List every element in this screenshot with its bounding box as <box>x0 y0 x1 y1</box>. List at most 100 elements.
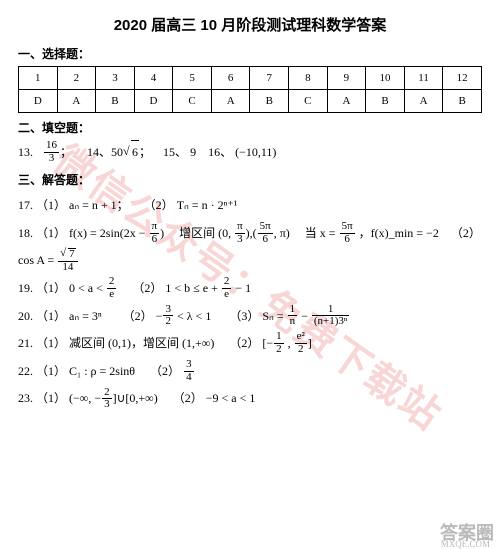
q22-p2-frac: 34 <box>184 359 194 383</box>
q17-p1: aₙ = n + 1； <box>69 198 129 212</box>
q16-value: (−10,11) <box>235 145 276 159</box>
q21-p1: 减区间 (0,1)，增区间 (1,+∞) <box>69 336 214 350</box>
q19-p2-frac: 2e <box>222 276 232 300</box>
q21: 21. （1） 减区间 (0,1)，增区间 (1,+∞) （2） [−12 , … <box>18 330 482 358</box>
frac-den: 3 <box>102 399 112 411</box>
radicand: 6 <box>131 140 139 164</box>
frac-den: 6 <box>150 234 160 246</box>
q18-cosA-frac: 714 <box>58 248 78 273</box>
page-title: 2020 届高三 10 月阶段测试理科数学答案 <box>18 14 482 35</box>
table-cell: 7 <box>250 67 289 90</box>
q18-interval-end: , π) <box>274 226 290 240</box>
table-cell: D <box>19 90 58 113</box>
section-choice-head: 一、选择题： <box>18 45 482 62</box>
table-cell: B <box>366 90 405 113</box>
q15-label: 15、 <box>163 145 187 159</box>
q21-p2-label: （2） <box>229 336 259 350</box>
table-cell: D <box>134 90 173 113</box>
sqrt-icon: 7 <box>60 248 76 261</box>
table-cell: A <box>211 90 250 113</box>
q17-p2-label: （2） <box>144 198 174 212</box>
table-cell: B <box>443 90 482 113</box>
q18-when-label: 当 x = <box>305 226 336 240</box>
footer-badge: 答案圈 <box>440 519 494 545</box>
fill-answers-line: 13. 163； 14、506； 15、 9 16、 (−10,11) <box>18 140 482 165</box>
table-cell: 10 <box>366 67 405 90</box>
q18-p2-label: （2） <box>451 226 481 240</box>
q20-p2-label: （2） <box>123 309 153 323</box>
q21-p2-prefix: [− <box>262 336 273 350</box>
frac-den: n <box>288 316 298 328</box>
table-cell: A <box>404 90 443 113</box>
q19-p1-frac: 2e <box>107 276 117 300</box>
frac-den: 3 <box>235 234 245 246</box>
table-cell: 4 <box>134 67 173 90</box>
q20-p1: aₙ = 3ⁿ <box>69 309 102 323</box>
q14-label: 14、 <box>87 145 111 159</box>
frac-den: (n+1)3ⁿ <box>312 316 350 328</box>
q21-p2b-frac: e²2 <box>295 331 307 355</box>
q18-cosA-label: cos A = <box>18 253 54 267</box>
radicand: 7 <box>68 248 76 261</box>
q22-label: 22. <box>18 364 33 378</box>
q19-p2-label: （2） <box>132 281 162 295</box>
table-cell: C <box>289 90 328 113</box>
frac-num: 2 <box>222 276 232 289</box>
frac-den: 6 <box>258 234 273 246</box>
q19-p2-suffix: − 1 <box>232 281 251 295</box>
q14-suffix: ； <box>139 145 151 159</box>
frac-den: 2 <box>295 344 307 356</box>
footer-sub: MXQE.COM <box>441 539 490 549</box>
q20-p3a-frac: 1n <box>288 304 298 328</box>
q20-label: 20. <box>18 309 33 323</box>
q23-p1-prefix: (−∞, − <box>69 391 101 405</box>
q20-p2-frac: 32 <box>163 304 173 328</box>
frac-den: 6 <box>340 234 355 246</box>
q13-label: 13. <box>18 141 40 164</box>
q21-p1-label: （1） <box>36 336 66 350</box>
q14-value: 50 <box>111 145 123 159</box>
q18-when-suffix: ，f(x)_min = −2 <box>359 226 439 240</box>
frac-den: e <box>222 289 232 301</box>
q20-p3-label: （3） <box>229 309 259 323</box>
q16-label: 16、 <box>208 145 232 159</box>
table-cell: 9 <box>327 67 366 90</box>
q14-sqrt: 6 <box>123 140 139 164</box>
table-cell: 3 <box>96 67 135 90</box>
table-cell: C <box>173 90 212 113</box>
table-cell: 1 <box>19 67 58 90</box>
q23-p1-frac: 23 <box>102 387 112 411</box>
choice-answer-table: 1 2 3 4 5 6 7 8 9 10 11 12 D A B D C A B… <box>18 66 482 113</box>
q18-fx-frac: π6 <box>150 221 160 245</box>
frac-den: 2 <box>163 316 173 328</box>
table-row: D A B D C A B C A B A B <box>19 90 482 113</box>
q23-label: 23. <box>18 391 33 405</box>
q22: 22. （1） C₁ : ρ = 2sinθ （2） 34 <box>18 358 482 386</box>
q22-p2-label: （2） <box>150 364 180 378</box>
frac-num: 2 <box>107 276 117 289</box>
frac-num: π <box>235 221 245 234</box>
q17-p1-label: （1） <box>36 198 66 212</box>
q23-p2: −9 < a < 1 <box>206 391 256 405</box>
frac-den: e <box>107 289 117 301</box>
q18-interval-label: 增区间 (0, <box>179 226 231 240</box>
q23-p1-suffix: ]∪[0,+∞) <box>113 391 158 405</box>
table-cell: 8 <box>289 67 328 90</box>
q18-fx-suffix: ) <box>160 226 164 240</box>
frac-den: 4 <box>184 372 194 384</box>
q18-line2: cos A = 714 <box>18 247 482 275</box>
frac-den: 3 <box>44 153 59 165</box>
table-cell: 11 <box>404 67 443 90</box>
q21-label: 21. <box>18 336 33 350</box>
q21-p2-suffix: ] <box>308 336 312 350</box>
table-row: 1 2 3 4 5 6 7 8 9 10 11 12 <box>19 67 482 90</box>
q19-p1-label: （1） <box>36 281 66 295</box>
q23-p1-label: （1） <box>36 391 66 405</box>
q18-mid: ),( <box>246 226 257 240</box>
frac-den: 2 <box>274 344 284 356</box>
table-cell: 12 <box>443 67 482 90</box>
q15-value: 9 <box>190 145 196 159</box>
q17: 17. （1） aₙ = n + 1； （2） Tₙ = n · 2ⁿ⁺¹ <box>18 192 482 220</box>
q13-fraction: 163 <box>44 140 59 164</box>
q20-p1-label: （1） <box>36 309 66 323</box>
